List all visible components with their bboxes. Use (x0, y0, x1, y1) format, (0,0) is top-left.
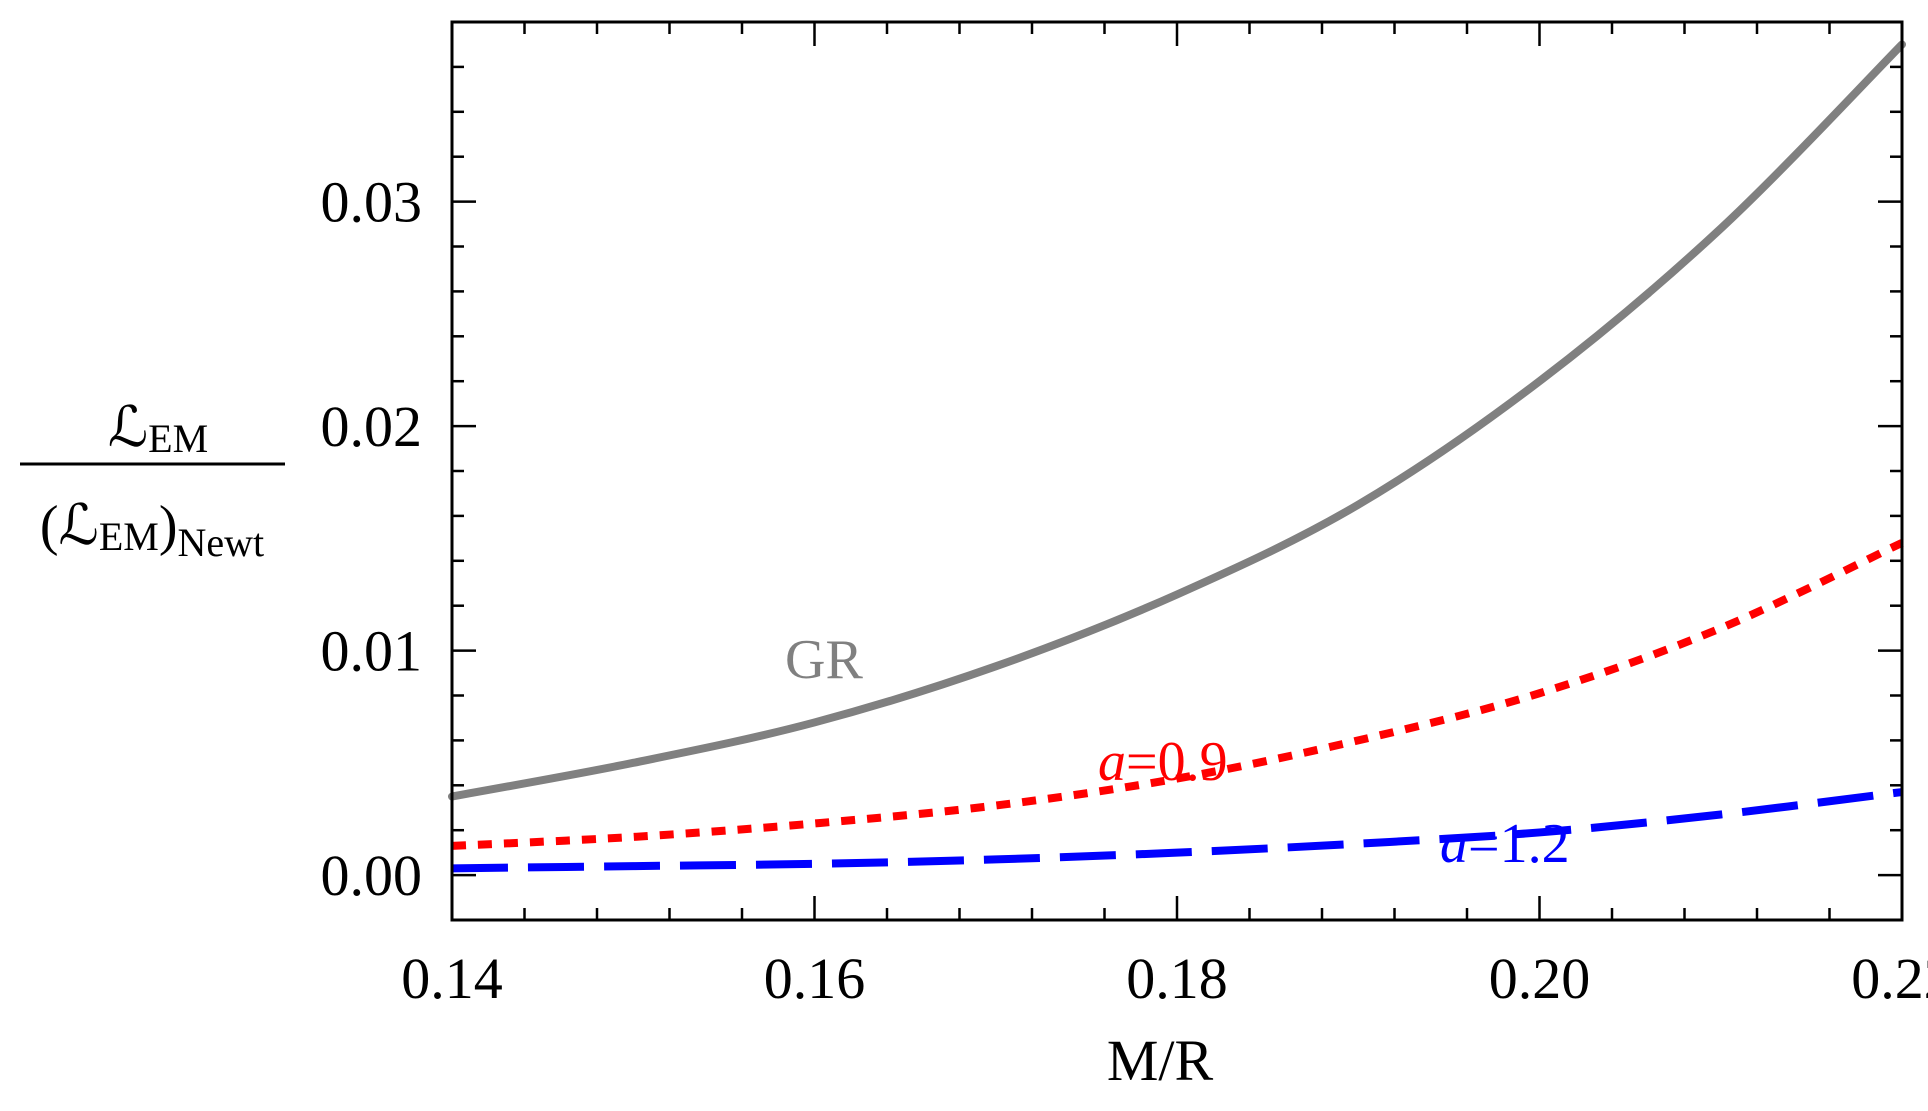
y-tick-label: 0.02 (321, 394, 423, 459)
series-line-a-1-2 (451, 788, 1903, 873)
series-label-gr: GR (785, 629, 863, 691)
tick-labels: 0.14 0.16 0.18 0.20 0.22 0.00 0.01 0.02 0.03 (321, 170, 1928, 1011)
series-lines (448, 40, 1906, 873)
y-axis-title: ℒEM (ℒEM)Newt (20, 397, 285, 565)
y-tick-label: 0.00 (321, 843, 423, 908)
series-line-a-0-9 (451, 539, 1904, 850)
series-label-a12: a=1.2 (1440, 813, 1570, 875)
x-tick-label: 0.22 (1851, 946, 1928, 1011)
x-axis-title: M/R (1107, 1028, 1214, 1093)
y-axis-title-numerator: ℒEM (108, 397, 208, 461)
x-tick-label: 0.16 (764, 946, 866, 1011)
series-label-a09: a=0.9 (1098, 731, 1228, 793)
series-line-gr (448, 40, 1906, 801)
x-tick-label: 0.18 (1126, 946, 1228, 1011)
x-tick-label: 0.14 (401, 946, 503, 1011)
y-axis-title-denominator: (ℒEM)Newt (40, 495, 264, 565)
y-tick-label: 0.01 (321, 619, 423, 684)
x-tick-label: 0.20 (1489, 946, 1591, 1011)
plot-frame (450, 20, 1904, 922)
y-tick-label: 0.03 (321, 170, 423, 235)
